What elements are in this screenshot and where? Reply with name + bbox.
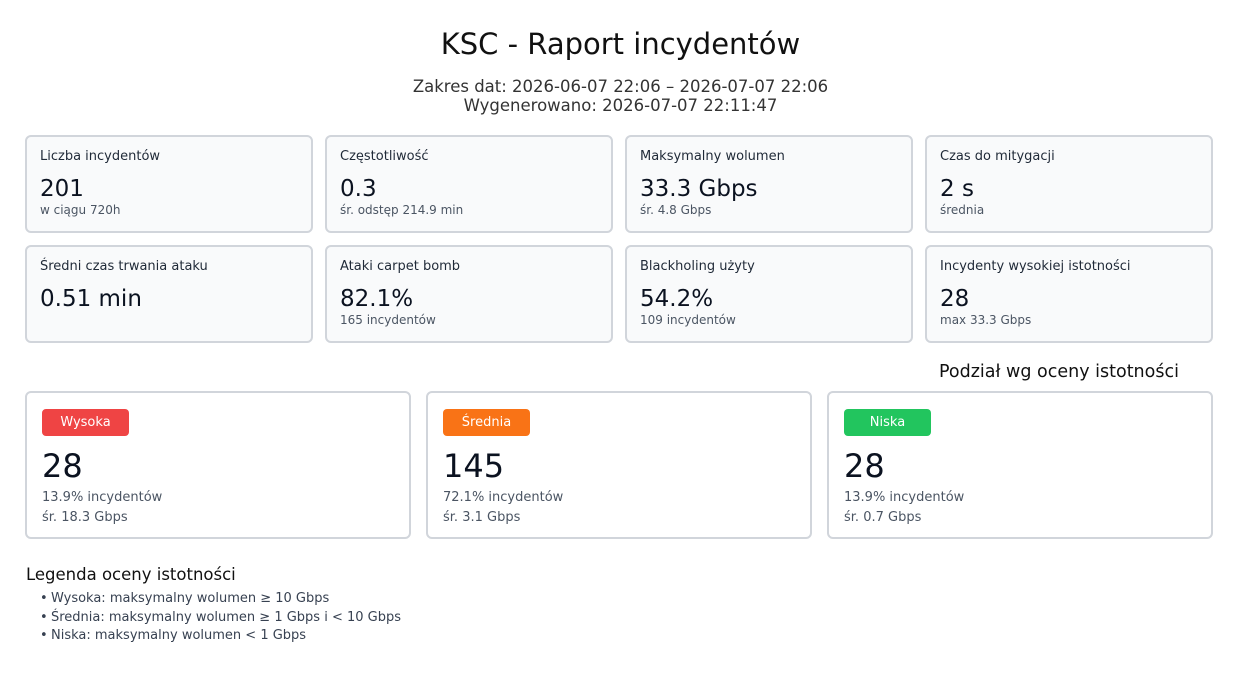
stat-value: 54.2% <box>640 286 714 312</box>
stat-value: 33.3 Gbps <box>640 176 758 202</box>
severity-avg: śr. 3.1 Gbps <box>443 510 521 525</box>
legend-item-text: Średnia: maksymalny wolumen ≥ 1 Gbps i <… <box>51 609 401 625</box>
legend-list: • Wysoka: maksymalny wolumen ≥ 10 Gbps • Ś… <box>40 590 401 646</box>
generated-timestamp: Wygenerowano: 2026-07-07 22:11:47 <box>463 96 778 115</box>
severity-avg: śr. 18.3 Gbps <box>42 510 128 525</box>
severity-percent: 13.9% incydentów <box>42 490 163 505</box>
stat-value: 0.51 min <box>40 286 142 312</box>
severity-badge: Średnia <box>443 409 530 436</box>
stat-sub: max 33.3 Gbps <box>940 313 1032 327</box>
stat-label: Częstotliwość <box>340 149 429 164</box>
severity-card-low: Niska 28 13.9% incydentów śr. 0.7 Gbps <box>827 391 1213 539</box>
stat-card-incident-count: Liczba incydentów 201 w ciągu 720h <box>25 135 313 233</box>
stat-label: Incydenty wysokiej istotności <box>940 259 1131 274</box>
stat-card-high-severity: Incydenty wysokiej istotności 28 max 33.… <box>925 245 1213 343</box>
stat-label: Liczba incydentów <box>40 149 161 164</box>
severity-count: 28 <box>42 447 83 485</box>
stat-label: Ataki carpet bomb <box>340 259 461 274</box>
legend-title: Legenda oceny istotności <box>26 565 236 584</box>
stat-sub: śr. odstęp 214.9 min <box>340 203 464 217</box>
legend-item-text: Niska: maksymalny wolumen < 1 Gbps <box>51 628 307 643</box>
severity-count: 145 <box>443 447 505 485</box>
stat-label: Maksymalny wolumen <box>640 149 785 164</box>
stat-label: Blackholing użyty <box>640 259 755 274</box>
severity-percent: 13.9% incydentów <box>844 490 965 505</box>
bullet-icon: • <box>40 628 48 643</box>
stat-value: 201 <box>40 176 84 202</box>
severity-avg: śr. 0.7 Gbps <box>844 510 922 525</box>
stat-sub: w ciągu 720h <box>40 203 121 217</box>
stat-card-blackholing: Blackholing użyty 54.2% 109 incydentów <box>625 245 913 343</box>
stat-value: 28 <box>940 286 970 312</box>
stat-label: Czas do mitygacji <box>940 149 1055 164</box>
page-title: KSC - Raport incydentów <box>440 27 801 61</box>
stat-value: 2 s <box>940 176 974 202</box>
stat-label: Średni czas trwania ataku <box>40 259 208 274</box>
severity-badge: Niska <box>844 409 931 436</box>
legend-item: • Niska: maksymalny wolumen < 1 Gbps <box>40 627 401 646</box>
stat-value: 82.1% <box>340 286 414 312</box>
severity-badge: Wysoka <box>42 409 129 436</box>
stat-sub: śr. 4.8 Gbps <box>640 203 712 217</box>
stat-card-avg-duration: Średni czas trwania ataku 0.51 min <box>25 245 313 343</box>
stat-card-max-volume: Maksymalny wolumen 33.3 Gbps śr. 4.8 Gbp… <box>625 135 913 233</box>
severity-count: 28 <box>844 447 885 485</box>
legend-item-text: Wysoka: maksymalny wolumen ≥ 10 Gbps <box>51 591 330 606</box>
stat-card-frequency: Częstotliwość 0.3 śr. odstęp 214.9 min <box>325 135 613 233</box>
severity-section-title: Podział wg oceny istotności <box>939 362 1179 382</box>
stat-sub: 165 incydentów <box>340 313 436 327</box>
date-range: Zakres dat: 2026-06-07 22:06 – 2026-07-0… <box>412 77 829 96</box>
bullet-icon: • <box>40 591 48 606</box>
stat-value: 0.3 <box>340 176 377 202</box>
legend-item: • Wysoka: maksymalny wolumen ≥ 10 Gbps <box>40 590 401 609</box>
severity-percent: 72.1% incydentów <box>443 490 564 505</box>
stat-sub: 109 incydentów <box>640 313 736 327</box>
stat-card-carpet-bomb: Ataki carpet bomb 82.1% 165 incydentów <box>325 245 613 343</box>
legend-item: • Średnia: maksymalny wolumen ≥ 1 Gbps i … <box>40 609 401 628</box>
severity-card-high: Wysoka 28 13.9% incydentów śr. 18.3 Gbps <box>25 391 411 539</box>
stat-sub: średnia <box>940 203 985 217</box>
bullet-icon: • <box>40 609 48 625</box>
stat-card-mitigation-time: Czas do mitygacji 2 s średnia <box>925 135 1213 233</box>
severity-card-medium: Średnia 145 72.1% incydentów śr. 3.1 Gbp… <box>426 391 812 539</box>
